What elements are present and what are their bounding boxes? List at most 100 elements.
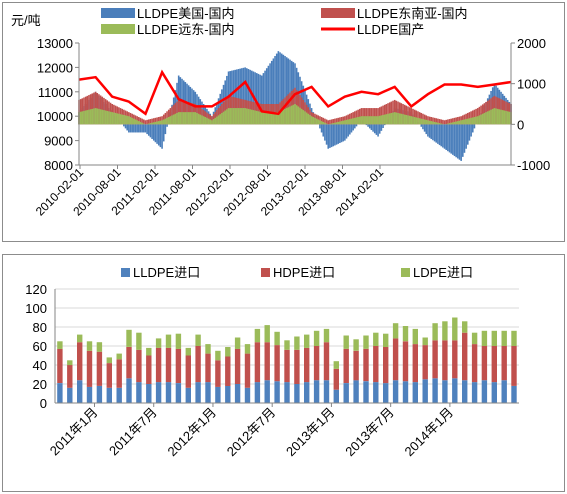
area-slice bbox=[457, 117, 459, 125]
bar-stack bbox=[106, 357, 112, 403]
area-slice bbox=[147, 119, 150, 125]
area-slice bbox=[152, 124, 155, 141]
bar-segment bbox=[412, 382, 418, 403]
bar-segment bbox=[244, 344, 251, 354]
y-tick-label: 80 bbox=[33, 320, 47, 335]
area-slice bbox=[475, 116, 477, 125]
area-slice bbox=[402, 114, 404, 125]
area-slice bbox=[455, 124, 457, 158]
area-slice bbox=[422, 124, 424, 130]
area-slice bbox=[91, 108, 94, 125]
area-slice bbox=[265, 68, 268, 125]
area-slice bbox=[96, 108, 99, 125]
area-slice bbox=[151, 118, 153, 125]
area-slice bbox=[277, 112, 280, 125]
bar-segment bbox=[96, 342, 103, 352]
area-slice bbox=[206, 117, 208, 125]
y-tick-label: 120 bbox=[25, 282, 47, 297]
bar-segment bbox=[452, 317, 458, 341]
area-slice bbox=[440, 123, 443, 125]
bar-segment bbox=[96, 351, 103, 386]
area-slice bbox=[397, 112, 399, 125]
area-slice bbox=[270, 60, 273, 125]
area-slice bbox=[428, 124, 431, 138]
bar-segment bbox=[402, 381, 409, 403]
area-slice bbox=[299, 107, 301, 125]
area-slice bbox=[159, 124, 162, 148]
area-slice bbox=[279, 111, 281, 125]
area-slice bbox=[320, 121, 323, 125]
area-slice bbox=[88, 109, 90, 125]
area-slice bbox=[447, 124, 449, 152]
area-slice bbox=[382, 124, 384, 128]
area-slice bbox=[280, 110, 283, 125]
area-slice bbox=[211, 116, 213, 125]
bar-segment bbox=[106, 363, 112, 388]
area-slice bbox=[133, 118, 135, 125]
bar-segment bbox=[215, 386, 221, 403]
area-slice bbox=[275, 112, 278, 125]
area-slice bbox=[242, 108, 245, 125]
area-slice bbox=[407, 115, 409, 125]
bar-segment bbox=[353, 380, 359, 403]
x-tick-label: 2014年1月 bbox=[401, 405, 456, 460]
area-slice bbox=[269, 63, 271, 125]
area-slice bbox=[254, 110, 256, 125]
bar-segment bbox=[323, 328, 330, 343]
area-slice bbox=[332, 123, 335, 125]
area-slice bbox=[314, 117, 316, 125]
area-slice bbox=[382, 114, 384, 125]
area-slice bbox=[237, 108, 240, 125]
legend-swatch bbox=[401, 268, 410, 277]
bar-segment bbox=[491, 346, 497, 383]
area-slice bbox=[317, 119, 320, 125]
area-slice bbox=[493, 108, 496, 125]
area-slice bbox=[166, 117, 168, 125]
bar-segment bbox=[215, 360, 221, 387]
area-slice bbox=[355, 117, 358, 125]
area-slice bbox=[433, 124, 436, 142]
area-slice bbox=[231, 108, 233, 125]
area-slice bbox=[309, 114, 311, 125]
bar-segment bbox=[442, 340, 448, 381]
area-slice bbox=[310, 116, 313, 125]
area-slice bbox=[123, 114, 125, 125]
area-slice bbox=[418, 118, 421, 125]
bar-stack bbox=[116, 353, 122, 403]
bar-stack bbox=[146, 347, 152, 403]
area-slice bbox=[182, 112, 185, 125]
area-slice bbox=[373, 124, 376, 134]
area-slice bbox=[378, 115, 381, 125]
bar-stack bbox=[304, 334, 310, 403]
area-slice bbox=[362, 116, 364, 125]
area-slice bbox=[186, 112, 188, 125]
area-slice bbox=[380, 124, 383, 131]
area-slice bbox=[425, 124, 428, 135]
area-slice bbox=[149, 123, 152, 125]
bar-segment bbox=[155, 382, 162, 403]
area-slice bbox=[483, 112, 486, 125]
area-slice bbox=[442, 124, 444, 148]
area-slice bbox=[241, 108, 243, 125]
area-slice bbox=[400, 113, 403, 125]
area-slice bbox=[274, 112, 276, 125]
area-slice bbox=[244, 67, 246, 125]
area-slice bbox=[164, 118, 167, 125]
area-slice bbox=[350, 124, 353, 133]
area-slice bbox=[440, 119, 443, 125]
area-slice bbox=[455, 121, 457, 125]
area-slice bbox=[463, 119, 466, 125]
bar-stack bbox=[205, 344, 211, 403]
bar-segment bbox=[77, 342, 83, 381]
bar-stack bbox=[126, 329, 132, 403]
area-slice bbox=[410, 116, 413, 125]
area-slice bbox=[129, 124, 132, 133]
bar-segment bbox=[452, 378, 458, 403]
bar-stack bbox=[353, 339, 359, 403]
bar-segment bbox=[481, 380, 488, 403]
area-slice bbox=[259, 111, 261, 125]
area-slice bbox=[307, 113, 310, 125]
bar-segment bbox=[116, 359, 122, 388]
bar-segment bbox=[462, 380, 468, 403]
area-slice bbox=[501, 110, 504, 125]
